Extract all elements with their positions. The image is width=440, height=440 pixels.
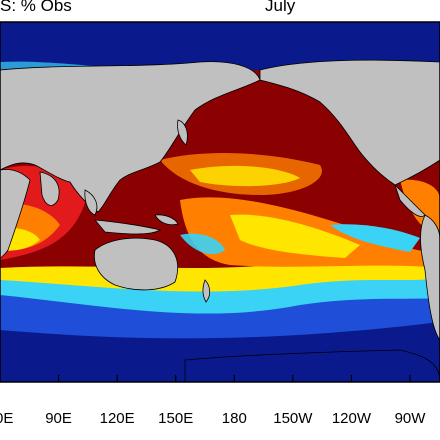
x-tick-label: 120W: [331, 410, 372, 427]
x-tick-label: 60E: [0, 410, 14, 427]
india-landmass: [39, 171, 60, 206]
x-tick-label: 120E: [99, 410, 135, 427]
antarctica-landmass: [184, 349, 440, 382]
central-pacific-yellow-patch: [190, 165, 300, 187]
x-tick-label: 90E: [45, 410, 72, 427]
japan-islands: [177, 119, 188, 146]
north-america-landmass: [259, 59, 440, 186]
south-pacific-yellow-patch: [230, 214, 360, 258]
australia-landmass: [93, 237, 179, 291]
x-tick-label: 150W: [273, 410, 313, 427]
south-america-landmass: [420, 214, 440, 341]
indonesia-islands: [94, 219, 162, 235]
eastern-pacific-cyan-patch: [330, 224, 420, 252]
x-tick-label: 90W: [394, 410, 426, 427]
map-title-month: July: [265, 0, 296, 15]
x-tick-label: 180: [221, 410, 247, 427]
new-zealand: [202, 279, 211, 303]
arabia-africa-landmass: [0, 169, 31, 259]
map-title-variable: S: % Obs: [0, 0, 72, 15]
x-axis-tick-marks: [0, 375, 411, 382]
eurasia-landmass: [0, 61, 261, 213]
southeast-asia-landmass: [84, 189, 98, 216]
new-guinea: [154, 214, 179, 226]
map-frame: [0, 21, 440, 383]
tasman-cyan-patch: [180, 233, 225, 255]
x-tick-label: 150E: [158, 410, 194, 427]
